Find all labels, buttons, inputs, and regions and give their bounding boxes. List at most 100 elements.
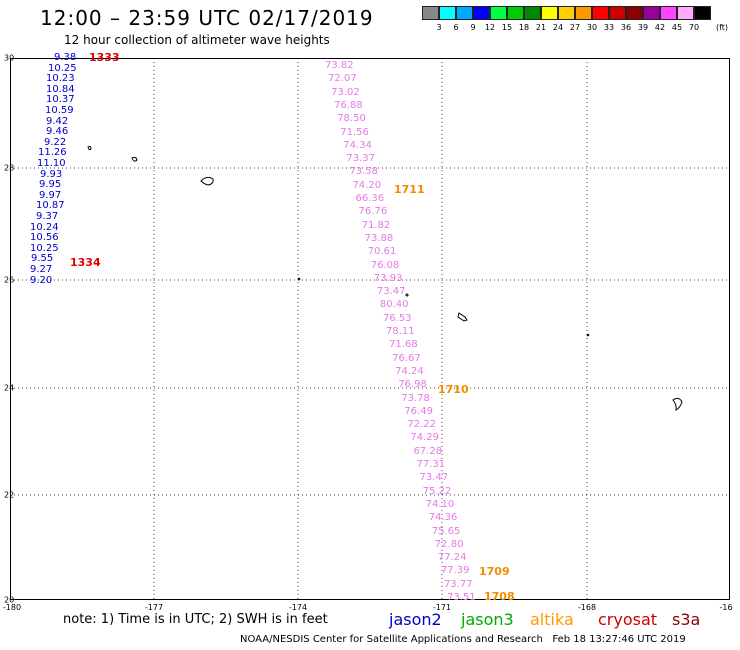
jason2-observation: 10.25 [48, 62, 77, 74]
s3a-observation: 76.88 [334, 99, 363, 111]
s3a-observation: 78.11 [386, 326, 415, 337]
s3a-pass-time: 1710 [438, 383, 469, 396]
timestamp: Feb 18 13:27:46 UTC 2019 [552, 634, 686, 645]
s3a-observation: 75.65 [431, 525, 461, 537]
legend-tick-label: 36 [620, 23, 632, 32]
legend-tick-label: 21 [535, 23, 547, 32]
legend-swatch [439, 6, 456, 20]
legend-swatch [609, 6, 626, 20]
jason2-observation: 9.95 [39, 179, 62, 191]
jason2-pass-time: 1334 [70, 256, 101, 269]
jason2-observation: 9.97 [39, 189, 62, 201]
s3a-observation: 73.51 [447, 592, 476, 603]
jason2-observation: 10.84 [46, 83, 75, 95]
jason2-observation: 9.20 [30, 274, 53, 286]
latitude-tick: 20 [4, 595, 15, 605]
s3a-observation: 76.08 [370, 259, 400, 271]
longitude-tick: -168 [577, 603, 597, 612]
legend-tick-label: 30 [586, 23, 598, 32]
s3a-pass-time: 1708 [484, 590, 515, 603]
legend-swatch [694, 6, 711, 20]
legend-tick-label: 6 [453, 23, 459, 32]
credit-line: NOAA/NESDIS Center for Satellite Applica… [240, 634, 686, 645]
s3a-observation: 73.02 [331, 86, 360, 98]
longitude-tick: -174 [288, 603, 308, 612]
s3a-observation: 76.67 [392, 352, 421, 364]
graticule [10, 58, 730, 600]
s3a-observation: 74.20 [352, 179, 382, 191]
jason2-observation: 9.37 [36, 211, 59, 222]
s3a-observation: 77.39 [440, 565, 470, 577]
jason2-observation: 10.59 [45, 105, 74, 116]
s3a-observation: 77.24 [437, 552, 467, 564]
latitude-tick: 24 [4, 383, 15, 393]
satellite-label-jason3: jason3 [461, 610, 514, 629]
latitude-tick: 30 [4, 53, 15, 63]
legend-swatch [422, 6, 439, 20]
legend-swatch [541, 6, 558, 20]
s3a-observation: 73.37 [346, 153, 375, 165]
s3a-observation: 73.77 [443, 578, 473, 590]
latitude-tick: 28 [4, 163, 15, 173]
s3a-observation: 71.82 [361, 219, 391, 231]
s3a-observation: 71.56 [340, 126, 369, 138]
legend-swatch [507, 6, 524, 20]
legend-swatch [626, 6, 643, 20]
legend-tick-label: 18 [518, 23, 530, 32]
legend-swatch [592, 6, 609, 20]
footer-note: note: 1) Time is in UTC; 2) SWH is in fe… [63, 612, 328, 627]
satellite-label-altika: altika [530, 610, 574, 629]
s3a-observation: 74.24 [395, 365, 424, 377]
s3a-observation: 76.98 [398, 379, 427, 391]
s3a-observation: 72.80 [434, 538, 464, 550]
legend-labels: 3 6 9 12 15 18 21 24 27 30 33 36 39 42 45 70 (ft) [422, 23, 740, 35]
longitude-tick: -16 [719, 603, 733, 612]
legend-swatch [490, 6, 507, 20]
s3a-observation: 72.07 [328, 73, 357, 85]
s3a-observation: 73.47 [376, 286, 406, 298]
legend-tick-label: 39 [637, 23, 649, 32]
jason2-observation: 11.10 [37, 158, 66, 169]
legend-tick-label: 70 [688, 23, 700, 32]
map-title: 12:00 – 23:59 UTC 02/17/2019 [40, 6, 374, 30]
jason2-observation: 9.55 [31, 253, 54, 265]
s3a-pass-time: 1711 [394, 183, 425, 196]
legend-tick-label: 33 [603, 23, 615, 32]
legend-tick-label: 45 [671, 23, 683, 32]
satellite-label-cryosat: cryosat [598, 610, 658, 629]
latitude-tick: 26 [4, 275, 15, 285]
jason2-observation: 10.23 [46, 73, 75, 85]
jason2-observation: 10.87 [36, 200, 65, 212]
s3a-observation: 73.82 [325, 60, 354, 71]
satellite-label-jason2: jason2 [389, 610, 442, 629]
legend-tick-label: 9 [470, 23, 476, 32]
legend-swatch [643, 6, 660, 20]
jason2-pass-time: 1333 [89, 51, 120, 64]
jason2-observation: 10.56 [30, 232, 59, 244]
legend-swatch [456, 6, 473, 20]
jason2-observation: 9.27 [30, 264, 53, 275]
s3a-observation: 76.49 [404, 405, 433, 417]
legend-tick-label: 15 [501, 23, 513, 32]
legend-swatch [473, 6, 490, 20]
legend-tick-label: 42 [654, 23, 666, 32]
s3a-observation: 74.36 [428, 512, 458, 524]
map-plot-area [10, 58, 730, 600]
legend-tick-label: 27 [569, 23, 581, 32]
s3a-observation: 76.53 [382, 312, 412, 324]
s3a-observation: 74.34 [343, 139, 372, 151]
s3a-observation: 73.88 [364, 232, 394, 244]
legend-swatch [558, 6, 575, 20]
s3a-observation: 80.40 [379, 299, 409, 311]
longitude-tick: -177 [144, 603, 164, 612]
legend-swatch [575, 6, 592, 20]
jason2-observation: 10.24 [30, 221, 59, 233]
legend-swatch [524, 6, 541, 20]
s3a-observation: 67.28 [413, 445, 443, 457]
s3a-observation: 73.93 [373, 272, 403, 284]
latitude-tick: 22 [4, 490, 15, 500]
s3a-observation: 75.22 [422, 485, 452, 497]
s3a-observation: 73.47 [419, 472, 449, 484]
s3a-observation: 74.29 [410, 432, 440, 444]
satellite-label-s3a: s3a [672, 610, 701, 629]
